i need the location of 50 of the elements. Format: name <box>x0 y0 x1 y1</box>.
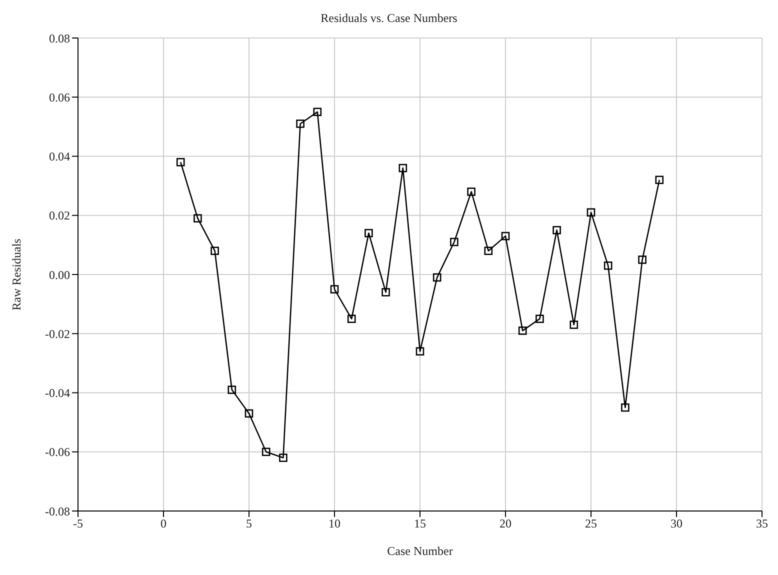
y-tick-label: 0.00 <box>49 268 70 282</box>
point <box>586 208 596 217</box>
point <box>279 454 288 462</box>
point <box>364 228 373 238</box>
point <box>347 314 356 323</box>
point <box>552 226 561 234</box>
y-tick-label: 0.02 <box>49 208 70 223</box>
point <box>382 288 390 296</box>
y-tick-label: 0.06 <box>49 90 70 104</box>
point <box>330 285 339 294</box>
x-tick-label: 20 <box>500 516 512 531</box>
x-tick-label: 25 <box>585 516 597 531</box>
point <box>313 108 322 116</box>
point <box>638 256 646 264</box>
point <box>518 326 527 335</box>
x-tick-label: 0 <box>160 516 166 531</box>
chart-title: Residuals vs. Case Numbers <box>320 10 458 27</box>
point <box>536 314 544 323</box>
y-axis-title: Raw Residuals <box>9 238 24 310</box>
x-tick-label: 30 <box>670 516 682 531</box>
point <box>416 347 424 356</box>
y-tick-label: 0.04 <box>49 150 70 164</box>
x-tick-label: 15 <box>414 516 426 531</box>
point <box>194 214 202 222</box>
point <box>432 273 442 282</box>
point <box>398 164 408 172</box>
point <box>467 188 476 196</box>
x-tick-label: 35 <box>756 516 768 531</box>
point <box>176 158 185 166</box>
y-tick-label: 0.08 <box>49 31 70 46</box>
point <box>244 409 254 418</box>
x-axis-title: Case Number <box>387 544 453 558</box>
x-tick-label: 5 <box>246 516 252 531</box>
point <box>501 232 510 240</box>
point <box>210 246 219 255</box>
y-tick-label: -0.02 <box>45 326 70 341</box>
point <box>655 176 664 184</box>
point <box>262 448 270 456</box>
point <box>296 120 304 128</box>
point <box>604 261 612 270</box>
y-tick-label: -0.08 <box>45 504 70 518</box>
y-tick-label: -0.04 <box>45 386 70 400</box>
y-tick-label: -0.06 <box>45 445 70 460</box>
point <box>570 320 578 329</box>
point <box>228 386 236 394</box>
point <box>450 238 458 246</box>
point <box>621 403 630 412</box>
x-tick-label: -5 <box>73 516 83 531</box>
point <box>484 246 493 255</box>
x-tick-label: 10 <box>328 516 340 531</box>
